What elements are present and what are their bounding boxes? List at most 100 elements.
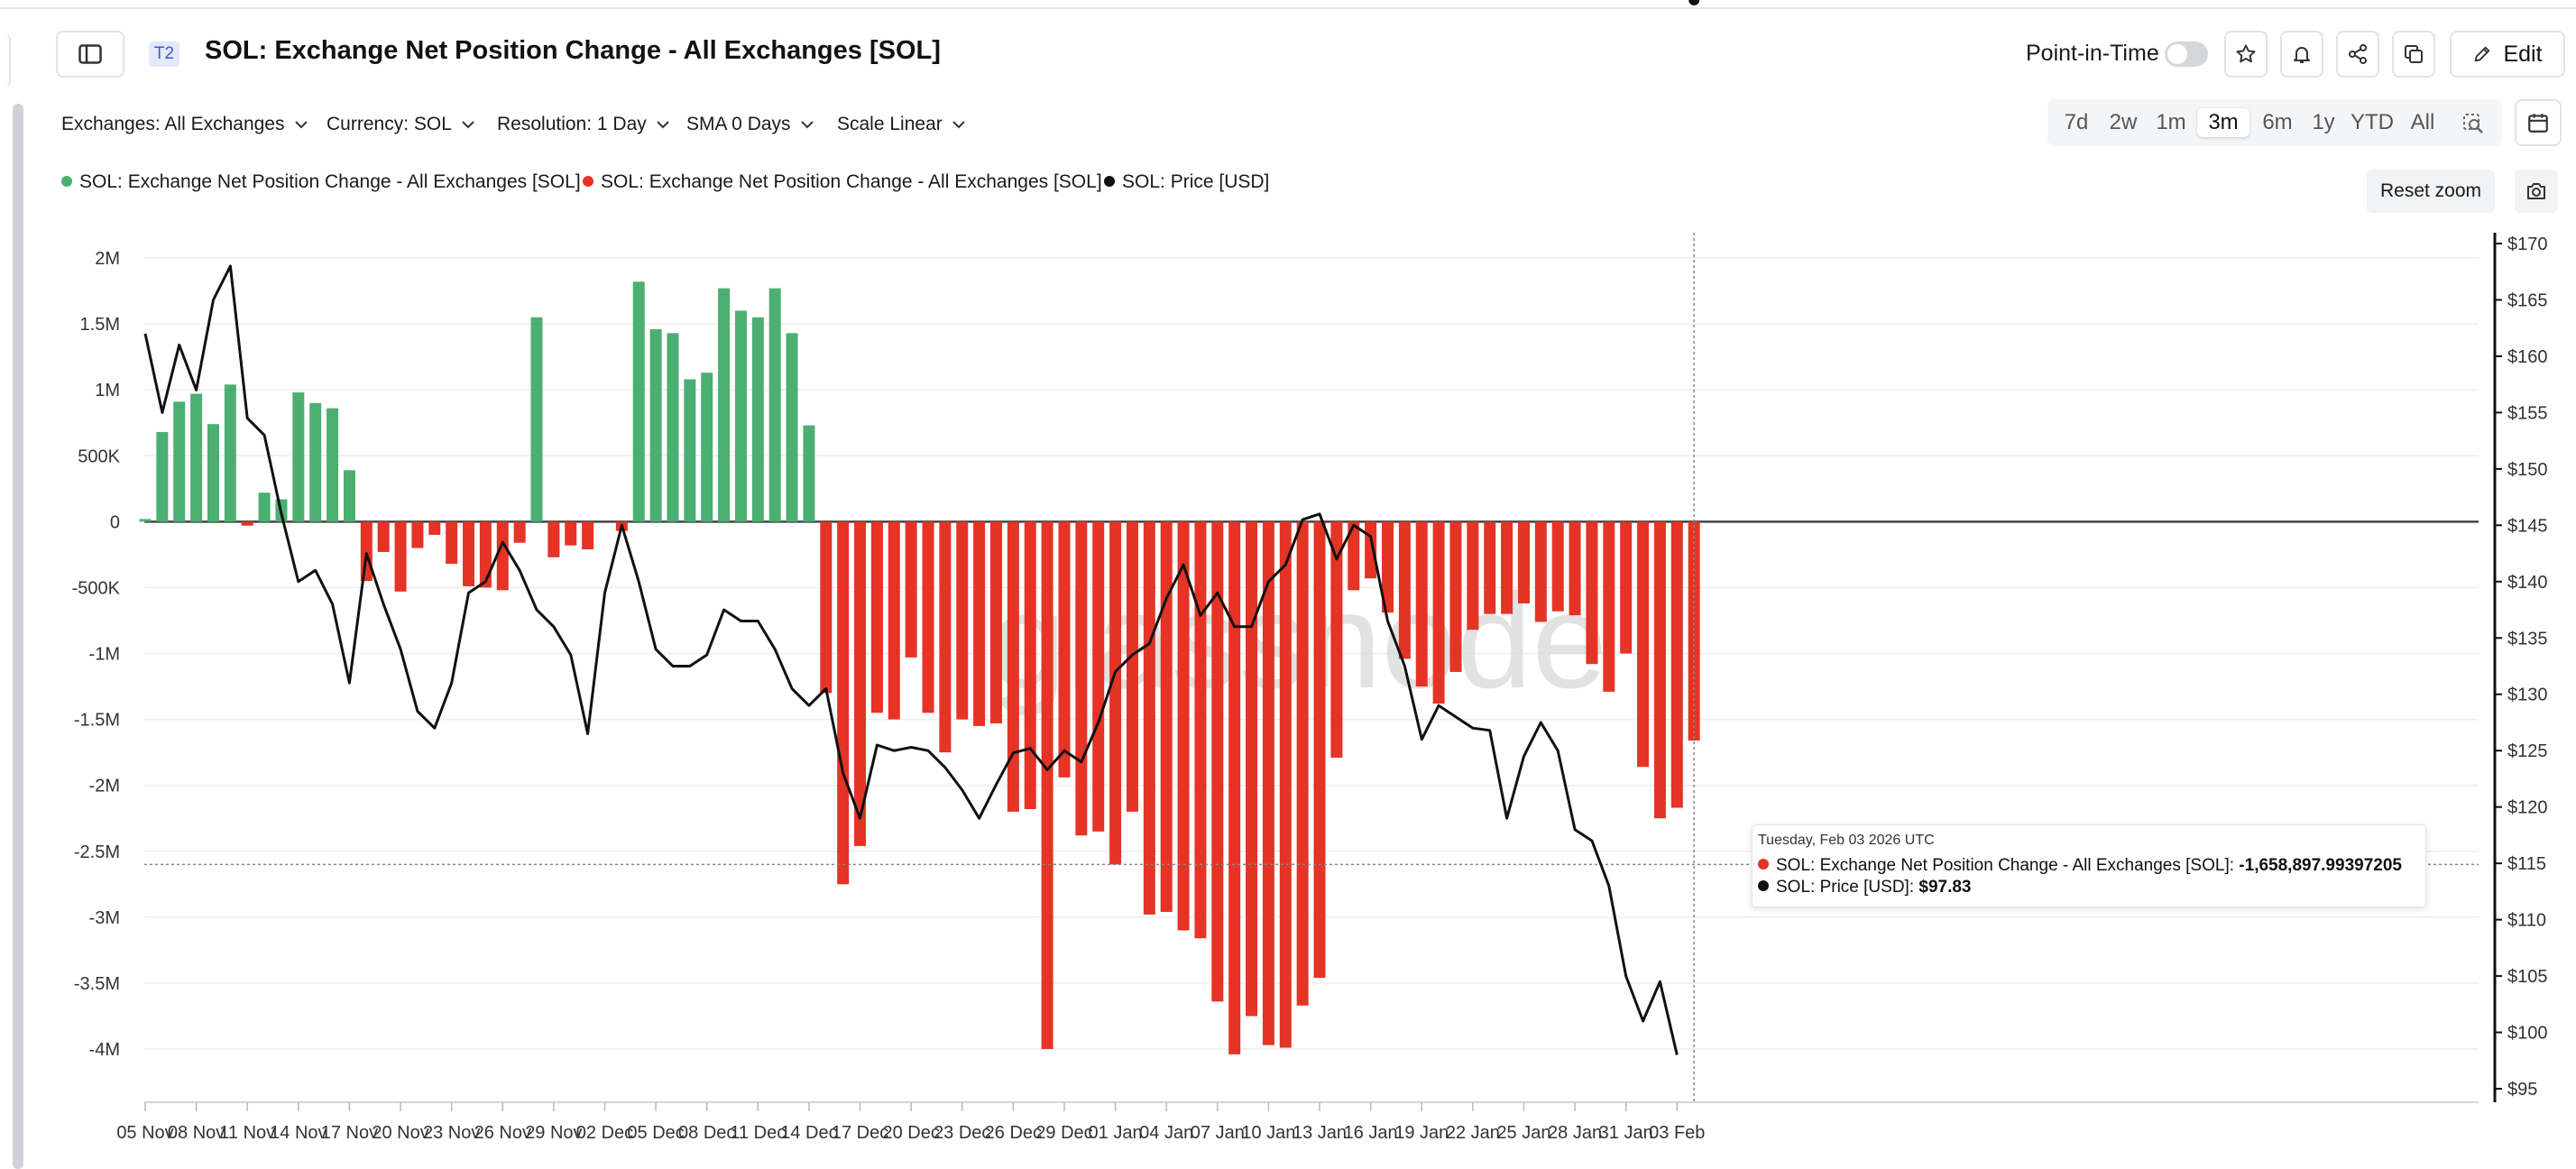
- bar: [734, 310, 747, 522]
- screenshot-button[interactable]: [2515, 170, 2558, 213]
- bar: [394, 521, 407, 592]
- currency-dropdown-label: Currency: SOL: [327, 114, 452, 134]
- y-right-tick-label: $160: [2507, 347, 2548, 367]
- scale-dropdown[interactable]: Scale Linear: [837, 114, 966, 135]
- y-right-tick-label: $120: [2507, 798, 2548, 818]
- bar: [1296, 521, 1309, 1006]
- tooltip-swatch-red: [1758, 859, 1769, 870]
- x-tick-label: 20 Nov: [372, 1123, 428, 1143]
- bar: [1330, 521, 1343, 758]
- x-tick-label: 16 Jan: [1344, 1123, 1398, 1143]
- bar: [1637, 521, 1650, 768]
- legend-item-net-inflow[interactable]: SOL: Exchange Net Position Change - All …: [61, 171, 581, 193]
- edit-button[interactable]: Edit: [2450, 31, 2565, 78]
- legend-item-price[interactable]: SOL: Price [USD]: [1104, 171, 1269, 193]
- bar: [1653, 521, 1666, 819]
- range-1y[interactable]: 1y: [2312, 110, 2335, 134]
- x-tick-label: 05 Dec: [627, 1123, 684, 1143]
- bar: [1534, 521, 1547, 622]
- x-tick-label: 29 Nov: [525, 1123, 582, 1143]
- exchanges-dropdown[interactable]: Exchanges: All Exchanges: [61, 114, 308, 135]
- bar: [1160, 521, 1173, 912]
- range-7d[interactable]: 7d: [2064, 110, 2089, 134]
- zoom-select-button[interactable]: [2455, 110, 2491, 137]
- sma-dropdown-label: SMA 0 Days: [686, 114, 791, 134]
- favorite-button[interactable]: [2224, 31, 2268, 78]
- x-tick-label: 17 Dec: [832, 1123, 888, 1143]
- y-left-tick-label: 1.5M: [80, 315, 120, 335]
- range-6m[interactable]: 6m: [2262, 110, 2293, 134]
- legend-item-net-outflow[interactable]: SOL: Exchange Net Position Change - All …: [583, 171, 1102, 193]
- bar: [207, 424, 219, 522]
- bar: [820, 521, 833, 694]
- bar: [547, 521, 560, 557]
- share-button[interactable]: [2336, 31, 2379, 78]
- bar: [632, 281, 645, 522]
- y-left-tick-label: -4M: [89, 1040, 120, 1060]
- y-right-tick-label: $165: [2507, 290, 2548, 310]
- bar: [1467, 521, 1479, 631]
- y-right-tick-label: $115: [2507, 854, 2546, 874]
- range-1m[interactable]: 1m: [2156, 110, 2186, 134]
- bar: [1569, 521, 1581, 616]
- tooltip-net-row: SOL: Exchange Net Position Change - All …: [1758, 856, 2402, 876]
- x-tick-label: 08 Dec: [678, 1123, 735, 1143]
- bar: [1143, 521, 1155, 915]
- x-tick-label: 05 Nov: [116, 1123, 173, 1143]
- bar: [870, 521, 883, 713]
- bar: [768, 288, 781, 522]
- tier-badge: T2: [149, 41, 179, 67]
- range-selector: 7d 2w 1m 3m 6m 1y YTD All: [2047, 99, 2502, 146]
- x-tick-label: 23 Dec: [934, 1123, 990, 1143]
- duplicate-button[interactable]: [2392, 31, 2435, 78]
- copy-icon: [2405, 45, 2423, 63]
- bar: [156, 431, 169, 522]
- point-in-time-toggle[interactable]: [2165, 41, 2208, 67]
- currency-dropdown[interactable]: Currency: SOL: [327, 114, 475, 135]
- resolution-dropdown[interactable]: Resolution: 1 Day: [497, 114, 670, 135]
- bar: [1620, 521, 1633, 654]
- bar: [1449, 521, 1462, 672]
- reset-zoom-button[interactable]: Reset zoom: [2367, 170, 2495, 213]
- bar: [411, 521, 424, 548]
- bar: [530, 317, 543, 522]
- bar: [190, 393, 203, 522]
- bar: [428, 521, 441, 535]
- x-tick-label: 11 Nov: [219, 1123, 275, 1143]
- y-right-tick-label: $125: [2507, 741, 2548, 761]
- bar: [1432, 521, 1445, 704]
- bar: [224, 384, 236, 522]
- bar: [1109, 521, 1122, 865]
- bar: [1092, 521, 1105, 832]
- page-title: SOL: Exchange Net Position Change - All …: [205, 36, 941, 65]
- bar: [513, 521, 526, 543]
- sidebar-icon: [78, 44, 102, 64]
- chevron-down-icon: [294, 121, 308, 129]
- bar: [377, 521, 390, 552]
- bar: [718, 288, 731, 522]
- y-left-tick-label: -500K: [72, 578, 121, 598]
- scale-dropdown-label: Scale Linear: [837, 114, 943, 134]
- y-right-tick-label: $170: [2507, 235, 2548, 254]
- bar: [1670, 521, 1683, 808]
- bar: [463, 521, 475, 586]
- x-tick-label: 14 Dec: [780, 1123, 837, 1143]
- alert-button[interactable]: [2280, 31, 2323, 78]
- y-left-tick-label: -3M: [89, 908, 120, 928]
- range-3m[interactable]: 3m: [2197, 108, 2249, 137]
- bar: [1194, 521, 1207, 939]
- price-line: [143, 264, 1679, 1055]
- sidebar-toggle-button[interactable]: [56, 31, 124, 78]
- range-ytd[interactable]: YTD: [2351, 110, 2394, 134]
- y-left-tick-label: -1M: [89, 645, 120, 665]
- range-2w[interactable]: 2w: [2109, 110, 2138, 134]
- vertical-scrollbar[interactable]: [13, 104, 23, 1169]
- y-right-tick-label: $140: [2507, 573, 2548, 593]
- bar: [684, 379, 696, 522]
- calendar-button[interactable]: [2515, 99, 2562, 146]
- range-all[interactable]: All: [2410, 110, 2435, 134]
- sma-dropdown[interactable]: SMA 0 Days: [686, 114, 814, 135]
- y-left-tick-label: 1M: [95, 381, 120, 400]
- bar: [990, 521, 1002, 723]
